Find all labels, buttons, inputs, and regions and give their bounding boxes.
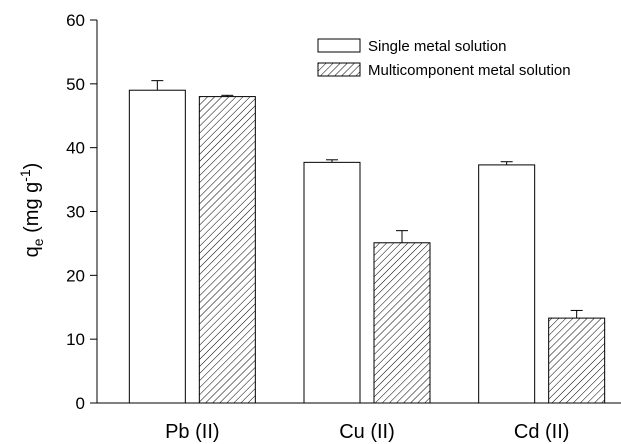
legend-label-single: Single metal solution xyxy=(368,38,506,55)
y-tick-label: 50 xyxy=(66,75,85,94)
x-tick-label: Pb (II) xyxy=(165,421,219,443)
y-tick-label: 60 xyxy=(66,11,85,30)
bar-single xyxy=(303,161,361,404)
y-tick-label: 20 xyxy=(66,266,85,285)
y-tick-label: 30 xyxy=(66,203,85,222)
x-axis: Pb (II) Cu (II) Cd (II) xyxy=(97,402,621,443)
x-tick-label: Cd (II) xyxy=(514,421,570,443)
bar-multi xyxy=(198,96,256,404)
y-axis-label: qe (mg g-1) xyxy=(17,163,46,258)
y-axis-label-subscript: e xyxy=(30,238,46,246)
y-tick-label: 0 xyxy=(76,394,85,413)
bar-multi xyxy=(373,242,431,404)
bar-multi xyxy=(548,317,606,404)
legend-label-multi: Multicomponent metal solution xyxy=(368,62,571,79)
x-tick-label: Cu (II) xyxy=(339,421,395,443)
y-axis: 0 10 20 30 40 50 60 xyxy=(66,11,98,413)
bar-single xyxy=(128,89,186,404)
legend: Single metal solution Multicomponent met… xyxy=(317,38,571,79)
legend-swatch-single xyxy=(317,38,361,53)
y-tick-label: 40 xyxy=(66,139,85,158)
y-axis-label-superscript: -1 xyxy=(17,169,33,182)
y-tick-label: 10 xyxy=(66,330,85,349)
bar-single xyxy=(478,164,536,404)
legend-swatch-multi xyxy=(317,62,361,77)
bars xyxy=(128,80,606,404)
